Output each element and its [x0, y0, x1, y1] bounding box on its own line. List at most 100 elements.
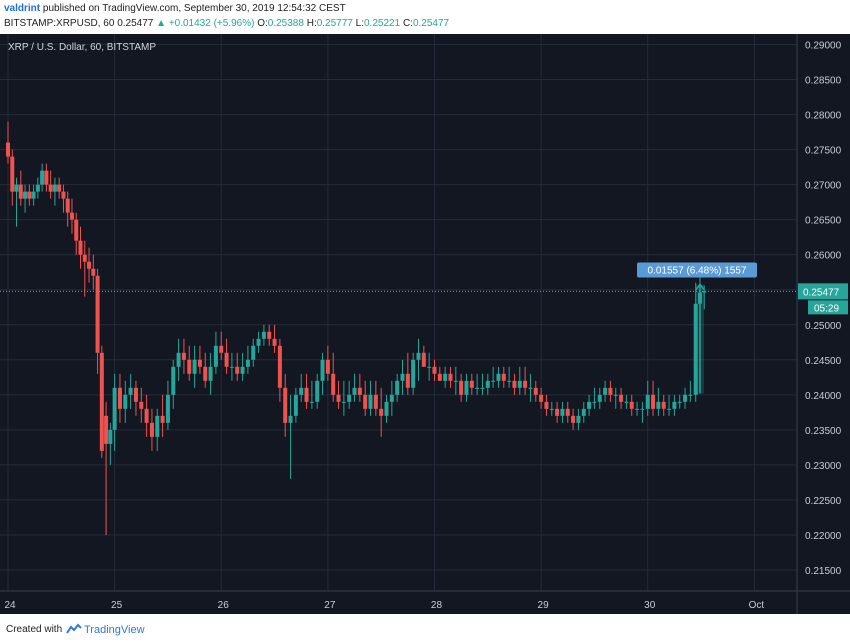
candle[interactable] — [395, 373, 400, 402]
candle[interactable] — [320, 352, 325, 395]
candle[interactable] — [592, 387, 597, 409]
candle[interactable] — [677, 394, 682, 409]
candle[interactable] — [315, 373, 320, 409]
candle[interactable] — [112, 373, 117, 451]
candle[interactable] — [443, 366, 448, 388]
candle[interactable] — [576, 408, 581, 430]
candle[interactable] — [40, 163, 45, 192]
candle[interactable] — [160, 394, 165, 437]
candle[interactable] — [82, 240, 87, 297]
candle[interactable] — [400, 359, 405, 395]
candle[interactable] — [581, 401, 586, 423]
candle[interactable] — [384, 394, 389, 423]
candle[interactable] — [485, 373, 490, 395]
candle[interactable] — [603, 380, 608, 402]
candle[interactable] — [14, 177, 19, 227]
candle[interactable] — [108, 422, 113, 465]
candle[interactable] — [619, 387, 624, 409]
candle[interactable] — [331, 352, 336, 402]
candle[interactable] — [293, 387, 298, 423]
candle[interactable] — [35, 177, 40, 199]
author-name[interactable]: valdrint — [4, 3, 41, 14]
price-chart[interactable]: 0.01557 (6.48%) 1557 0.29000 0.28500 0.280… — [0, 34, 850, 614]
candle[interactable] — [416, 338, 421, 381]
candle[interactable] — [165, 380, 170, 430]
candle[interactable] — [656, 387, 661, 416]
candle[interactable] — [651, 380, 656, 416]
candle[interactable] — [57, 177, 62, 199]
candle[interactable] — [645, 380, 650, 416]
candle[interactable] — [347, 380, 352, 409]
candle[interactable] — [421, 345, 426, 367]
candle[interactable] — [65, 191, 70, 227]
candle[interactable] — [78, 226, 83, 269]
candle[interactable] — [667, 394, 672, 416]
candle[interactable] — [176, 338, 181, 381]
candle[interactable] — [144, 394, 149, 437]
candle[interactable] — [341, 380, 346, 416]
candle[interactable] — [373, 380, 378, 416]
candle[interactable] — [288, 394, 293, 479]
candle[interactable] — [459, 373, 464, 402]
candle[interactable] — [507, 366, 512, 388]
tradingview-brand[interactable]: TradingView — [84, 624, 145, 636]
candle[interactable] — [613, 387, 618, 409]
candle[interactable] — [235, 352, 240, 381]
candle[interactable] — [702, 285, 707, 310]
candle[interactable] — [229, 352, 234, 381]
candle[interactable] — [491, 366, 496, 388]
candle[interactable] — [240, 352, 245, 381]
candle[interactable] — [405, 352, 410, 395]
candle[interactable] — [61, 184, 66, 213]
candle[interactable] — [187, 345, 192, 381]
candle[interactable] — [181, 338, 186, 374]
candle[interactable] — [224, 338, 229, 374]
candle[interactable] — [272, 324, 277, 353]
candle[interactable] — [133, 380, 138, 416]
candle[interactable] — [544, 394, 549, 416]
candle[interactable] — [44, 163, 49, 192]
candle[interactable] — [560, 401, 565, 423]
candle[interactable] — [432, 359, 437, 381]
candle[interactable] — [48, 170, 53, 199]
candle[interactable] — [571, 408, 576, 430]
candle[interactable] — [299, 373, 304, 402]
candle[interactable] — [464, 373, 469, 402]
candle[interactable] — [245, 345, 250, 374]
candle[interactable] — [128, 373, 133, 409]
candle[interactable] — [304, 373, 309, 409]
candle[interactable] — [104, 401, 109, 535]
candle[interactable] — [523, 366, 528, 395]
measure-tool[interactable]: 0.01557 (6.48%) 1557 — [637, 262, 757, 394]
candle[interactable] — [27, 184, 32, 206]
candle[interactable] — [496, 366, 501, 388]
candle[interactable] — [99, 345, 104, 458]
candle[interactable] — [629, 394, 634, 416]
candle[interactable] — [517, 366, 522, 395]
candle[interactable] — [74, 212, 79, 255]
candle[interactable] — [91, 254, 96, 290]
candle[interactable] — [309, 380, 314, 409]
candle[interactable] — [251, 338, 256, 367]
candle[interactable] — [87, 247, 92, 283]
candle[interactable] — [256, 331, 261, 353]
candle[interactable] — [149, 408, 154, 451]
candle[interactable] — [661, 394, 666, 416]
candle[interactable] — [624, 394, 629, 409]
candle[interactable] — [203, 352, 208, 388]
candle[interactable] — [533, 380, 538, 402]
candle[interactable] — [31, 184, 36, 206]
candle[interactable] — [363, 380, 368, 416]
candle[interactable] — [155, 408, 160, 451]
candle[interactable] — [283, 373, 288, 437]
candle[interactable] — [267, 324, 272, 346]
candle[interactable] — [389, 380, 394, 416]
candle[interactable] — [640, 401, 645, 423]
candle[interactable] — [52, 177, 57, 206]
candle[interactable] — [475, 373, 480, 395]
candle[interactable] — [23, 184, 28, 213]
candle[interactable] — [197, 345, 202, 374]
candle[interactable] — [528, 373, 533, 402]
chart-area[interactable] — [0, 34, 850, 614]
candle[interactable] — [448, 366, 453, 388]
